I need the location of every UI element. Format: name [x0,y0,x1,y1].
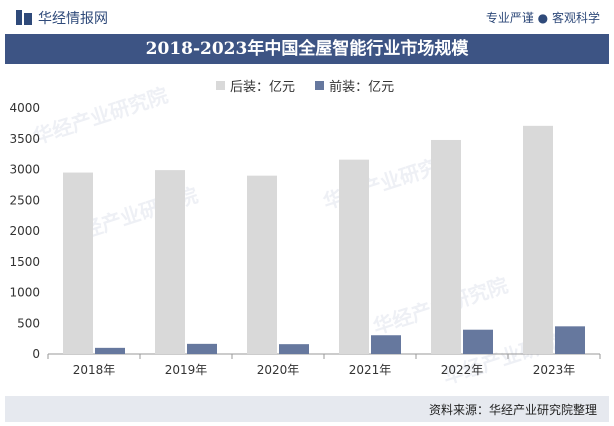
bar-rear [371,335,401,354]
bar-front [431,139,461,354]
bar-front [339,159,369,354]
logo-icon [16,10,32,25]
bar-rear [279,344,309,354]
chart-legend: 后装：亿元 前装：亿元 [216,76,410,95]
y-tick-label: 0 [32,347,40,361]
source-note: 资料来源：华经产业研究院整理 [428,403,597,417]
legend-item-front: 后装：亿元 [216,76,295,95]
bar-front [155,170,185,354]
y-tick-label: 1000 [9,286,40,300]
bar-rear [555,326,585,354]
brand-name: 华经情报网 [38,11,108,27]
bar-rear [463,329,493,354]
x-tick-label: 2020年 [257,363,300,377]
chart-title: 2018-2023年中国全屋智能行业市场规模 [5,34,609,64]
y-tick-label: 500 [17,316,40,330]
footer: 资料来源：华经产业研究院整理 [5,396,609,422]
legend-label-front: 后装：亿元 [230,80,296,95]
y-tick-label: 2500 [9,193,40,207]
tagline-right: 客观科学 [551,11,600,25]
y-tick-label: 3000 [9,163,40,177]
x-tick-label: 2021年 [349,363,392,377]
tagline-separator: ● [537,11,549,25]
y-tick-label: 3500 [9,132,40,146]
x-tick-label: 2023年 [533,363,576,377]
y-tick-label: 4000 [9,101,40,115]
bar-rear [187,343,217,354]
legend-label-rear: 前装：亿元 [329,80,395,95]
bar-rear [95,347,125,354]
y-tick-label: 2000 [9,224,40,238]
legend-item-rear: 前装：亿元 [315,76,394,95]
x-tick-label: 2019年 [165,363,208,377]
tagline: 专业严谨 ● 客观科学 [486,9,600,26]
top-bar: 华经情报网 专业严谨 ● 客观科学 [0,0,614,34]
bar-front [247,175,277,354]
legend-swatch-front [216,81,225,90]
bar-front [523,125,553,355]
y-tick-label: 1500 [9,255,40,269]
bar-front [63,172,93,354]
x-tick-label: 2018年 [73,363,116,377]
tagline-left: 专业严谨 [485,11,534,25]
legend-swatch-rear [315,81,325,90]
x-tick-label: 2022年 [441,363,484,377]
